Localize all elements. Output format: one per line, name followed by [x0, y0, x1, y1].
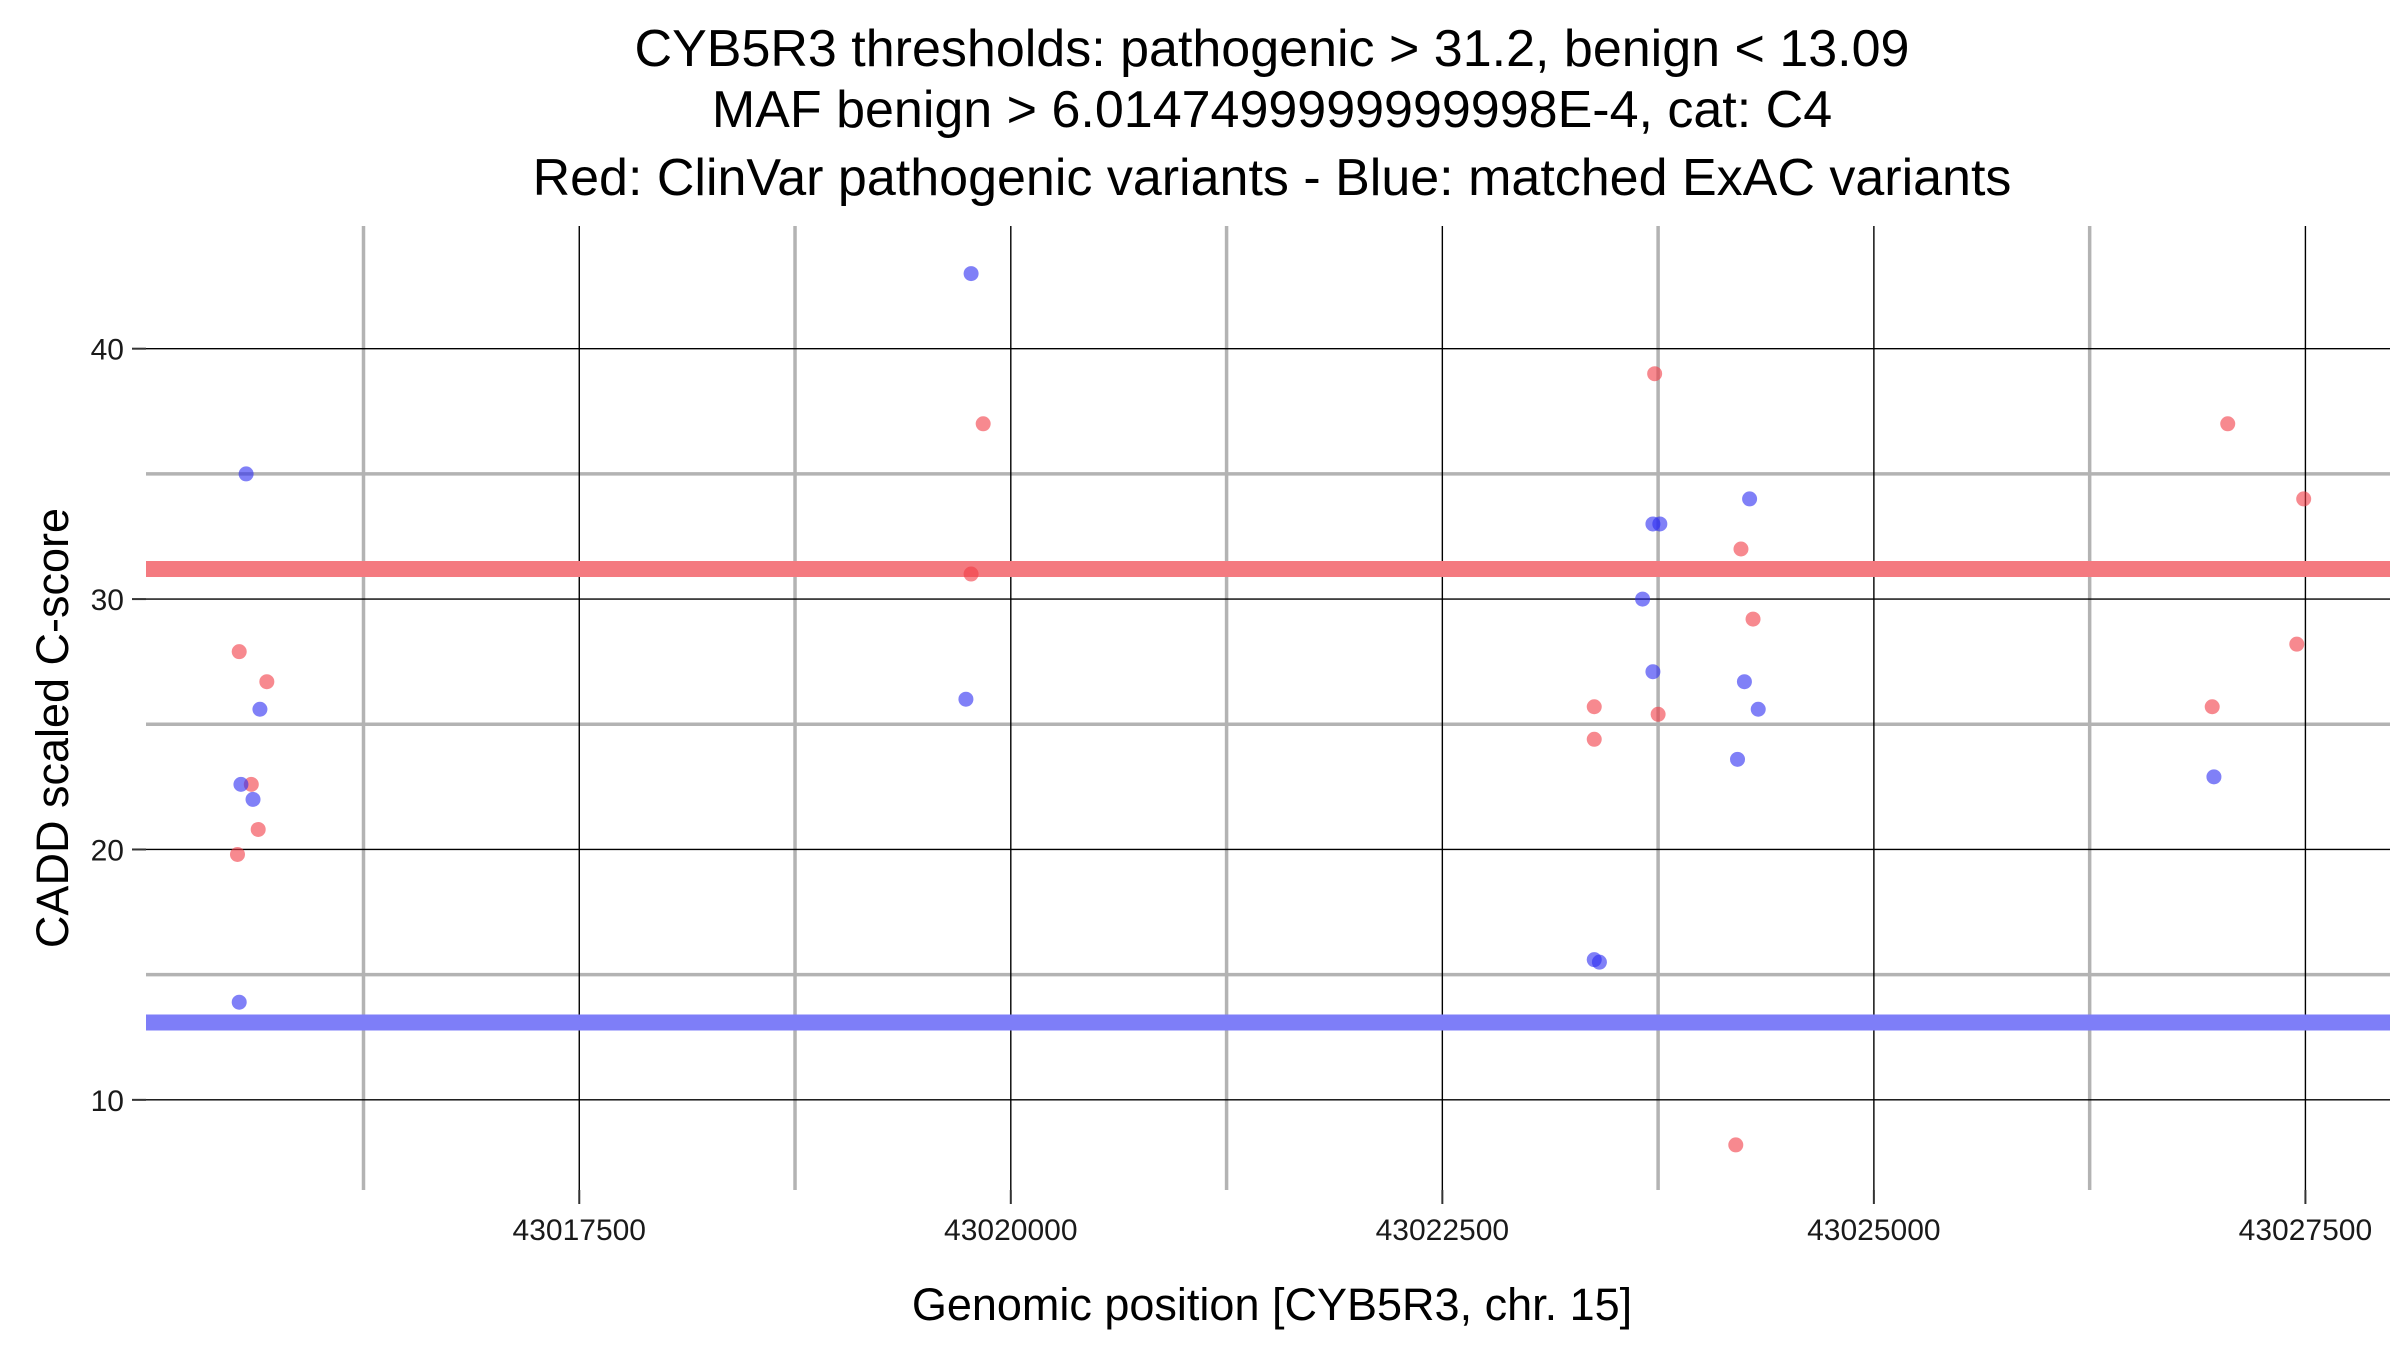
series-1-point-1 [233, 776, 249, 792]
series-1-point-0 [231, 994, 247, 1010]
series-0-point-8 [1586, 731, 1602, 747]
series-0-point-12 [1728, 1137, 1744, 1153]
series-0-point-9 [1647, 366, 1663, 382]
series-1-point-10 [1645, 664, 1661, 680]
series-1-point-15 [1742, 491, 1758, 507]
series-0-point-3 [250, 821, 266, 837]
chart-title-line-2: MAF benign > 6.0147499999999998E-4, cat:… [712, 81, 1832, 139]
data-points [229, 266, 2312, 1153]
x-axis-title: Genomic position [CYB5R3, chr. 15] [912, 1279, 1632, 1330]
series-0-point-16 [2289, 636, 2305, 652]
y-axis-title: CADD scaled C-score [27, 508, 78, 948]
x-tick-label-1: 43020000 [944, 1214, 1077, 1247]
series-1-point-14 [1736, 674, 1752, 690]
series-0-point-11 [1733, 541, 1749, 557]
series-0-point-13 [1745, 611, 1761, 627]
minor-gridlines [146, 226, 2390, 1190]
y-tick-label-3: 40 [91, 334, 124, 367]
chart-title: CYB5R3 thresholds: pathogenic > 31.2, be… [533, 20, 2012, 207]
x-tick-label-4: 43027500 [2239, 1214, 2372, 1247]
series-0-point-17 [2296, 491, 2312, 507]
series-1-point-16 [1750, 701, 1766, 717]
series-1-point-13 [1730, 751, 1746, 767]
chart-title-line-3: Red: ClinVar pathogenic variants - Blue:… [533, 149, 2012, 207]
threshold-lines [146, 561, 2390, 1031]
series-0-point-15 [2220, 416, 2236, 432]
series-0-point-0 [229, 846, 245, 862]
series-0-point-7 [1586, 699, 1602, 715]
series-1-point-8 [1591, 954, 1607, 970]
series-0-point-6 [975, 416, 991, 432]
series-1-point-4 [252, 701, 268, 717]
series-0-point-1 [231, 644, 247, 660]
major-gridlines [146, 226, 2390, 1190]
x-tick-label-3: 43025000 [1807, 1214, 1940, 1247]
chart-title-line-1: CYB5R3 thresholds: pathogenic > 31.2, be… [635, 20, 1910, 78]
y-tick-label-1: 20 [91, 834, 124, 867]
series-1-point-2 [238, 466, 254, 482]
series-1-point-6 [963, 266, 979, 282]
y-axis-ticks: 10 20 30 40 [91, 334, 146, 1118]
x-tick-label-0: 43017500 [513, 1214, 646, 1247]
y-tick-label-2: 30 [91, 584, 124, 617]
series-0-point-5 [963, 566, 979, 582]
x-axis-ticks: 43017500 43020000 43022500 43025000 43027500 [513, 1190, 2372, 1247]
series-0-point-14 [2204, 699, 2220, 715]
series-0-point-4 [259, 674, 275, 690]
series-1-point-5 [958, 691, 974, 707]
series-0-point-10 [1650, 706, 1666, 722]
x-tick-label-2: 43022500 [1376, 1214, 1509, 1247]
series-1-point-12 [1652, 516, 1668, 532]
series-1-point-9 [1635, 591, 1651, 607]
series-1-point-3 [245, 791, 261, 807]
series-0-point-2 [243, 776, 259, 792]
series-1-point-17 [2206, 769, 2222, 785]
y-tick-label-0: 10 [91, 1085, 124, 1118]
